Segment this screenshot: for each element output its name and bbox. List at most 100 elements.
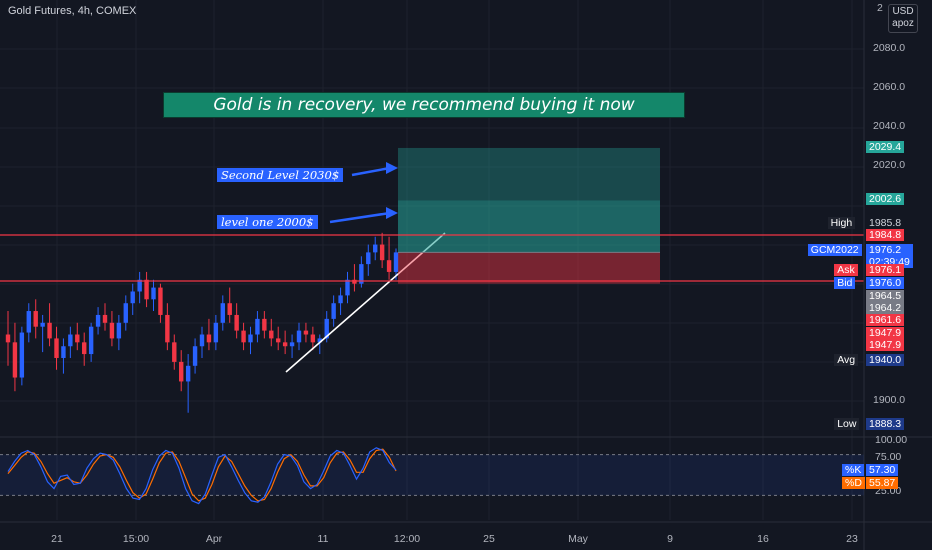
time-tick: 15:00 xyxy=(122,533,150,545)
candle-body xyxy=(386,260,392,272)
candle-body xyxy=(26,311,31,333)
candle-body xyxy=(276,338,281,343)
price-line-value: 1947.9 xyxy=(866,339,905,351)
candle-body xyxy=(109,322,115,339)
second-level-label: Second Level 2030$ xyxy=(217,168,344,182)
candle-body xyxy=(317,338,322,343)
price-line-value: 1964.2 xyxy=(866,302,905,314)
price-tick: 1900.0 xyxy=(873,394,906,406)
candle-body xyxy=(179,361,184,382)
candle-body xyxy=(345,279,350,296)
candle-body xyxy=(262,318,267,331)
currency-selector[interactable]: USD apoz xyxy=(888,4,918,33)
price-tick: 2040.0 xyxy=(873,120,906,133)
price-tick-top: 2 xyxy=(877,2,883,14)
level-one-arrow-head xyxy=(386,207,398,219)
price-line-value: 1976.2 02:39:49 xyxy=(866,244,913,268)
stoch-d-value: 55.87 xyxy=(866,477,899,490)
time-tick: May xyxy=(568,533,588,545)
price-line-label: Low xyxy=(834,418,860,430)
candle-body xyxy=(241,330,246,343)
currency-sub: apoz xyxy=(892,18,914,29)
oscillator-tick: 100.00 xyxy=(875,434,908,446)
candle-body xyxy=(310,334,316,343)
price-line-label: Bid xyxy=(834,277,856,289)
candle-body xyxy=(19,332,25,378)
price-line-label: Ask xyxy=(834,264,858,276)
candle-body xyxy=(165,314,170,343)
candle-body xyxy=(75,334,80,343)
symbol-title: Gold Futures, 4h, COMEX xyxy=(8,5,137,17)
target-zone-lower xyxy=(398,200,660,253)
candle-body xyxy=(338,295,343,304)
candle-body xyxy=(289,342,295,347)
price-line-label: High xyxy=(827,217,856,229)
candle-body xyxy=(296,330,302,343)
candle-body xyxy=(33,311,38,327)
candle-body xyxy=(61,346,66,358)
price-line-value: 1940.0 xyxy=(866,354,905,366)
candle-body xyxy=(331,303,336,319)
price-tick: 2060.0 xyxy=(873,81,906,94)
price-line-value: 1976.0 xyxy=(866,277,905,289)
stoch-k-line xyxy=(7,447,397,505)
level-one-label: level one 2000$ xyxy=(217,215,318,229)
level-one-arrow xyxy=(329,211,391,224)
target-price-tag: 2029.4 xyxy=(866,140,905,153)
candle-body xyxy=(144,279,149,300)
target-zone-upper xyxy=(398,147,660,201)
price-line-value: 1947.9 xyxy=(866,327,905,339)
price-line-value: 1888.3 xyxy=(866,418,905,430)
price-line-value: 1964.5 xyxy=(866,290,905,302)
price-line-value: 1961.6 xyxy=(866,314,905,326)
candle-body xyxy=(352,279,357,284)
time-tick: 25 xyxy=(483,533,495,545)
currency-code: USD xyxy=(892,6,914,17)
candle-body xyxy=(151,287,156,300)
candle-body xyxy=(102,314,108,323)
candle-body xyxy=(95,314,101,327)
second-level-arrow-head xyxy=(386,162,398,174)
candle-body xyxy=(192,346,198,366)
candle-body xyxy=(213,322,219,343)
candle-body xyxy=(116,322,122,339)
candle-body xyxy=(5,334,11,343)
candle-body xyxy=(47,322,52,339)
candle-body xyxy=(130,291,135,304)
candle-body xyxy=(255,318,260,335)
candle-body xyxy=(172,342,177,362)
second-level-arrow xyxy=(351,166,391,177)
time-tick: 21 xyxy=(51,533,63,545)
candle-body xyxy=(40,322,45,327)
candle-body xyxy=(12,342,18,378)
candle-body xyxy=(234,314,239,331)
candle-body xyxy=(82,342,87,355)
price-line-label: Avg xyxy=(834,354,859,366)
price-line-value: 1985.8 xyxy=(866,217,905,229)
oscillator-band xyxy=(0,454,864,496)
candle-body xyxy=(123,303,128,323)
price-line-label: GCM2022 xyxy=(807,244,862,256)
candle-body xyxy=(393,252,399,272)
candle-body xyxy=(185,365,191,382)
candle-body xyxy=(54,338,59,358)
price-line-value: 1984.8 xyxy=(866,229,905,241)
candle-body xyxy=(248,334,253,343)
candle-body xyxy=(359,264,364,284)
candle-body xyxy=(303,330,309,335)
candle-body xyxy=(206,334,212,343)
candle-body xyxy=(324,318,329,339)
price-tick: 2080.0 xyxy=(873,42,906,54)
level-one-price-tag: 2002.6 xyxy=(866,193,905,206)
time-tick: 16 xyxy=(757,533,769,545)
candle-body xyxy=(227,303,232,315)
candle-body xyxy=(199,334,205,347)
candle-body xyxy=(282,342,288,347)
time-tick: 11 xyxy=(317,533,329,545)
recommendation-banner: Gold is in recovery, we recommend buying… xyxy=(163,92,685,118)
time-tick: 23 xyxy=(846,533,858,545)
candle-body xyxy=(88,326,94,355)
candle-body xyxy=(68,334,73,347)
candle-body xyxy=(158,287,163,315)
